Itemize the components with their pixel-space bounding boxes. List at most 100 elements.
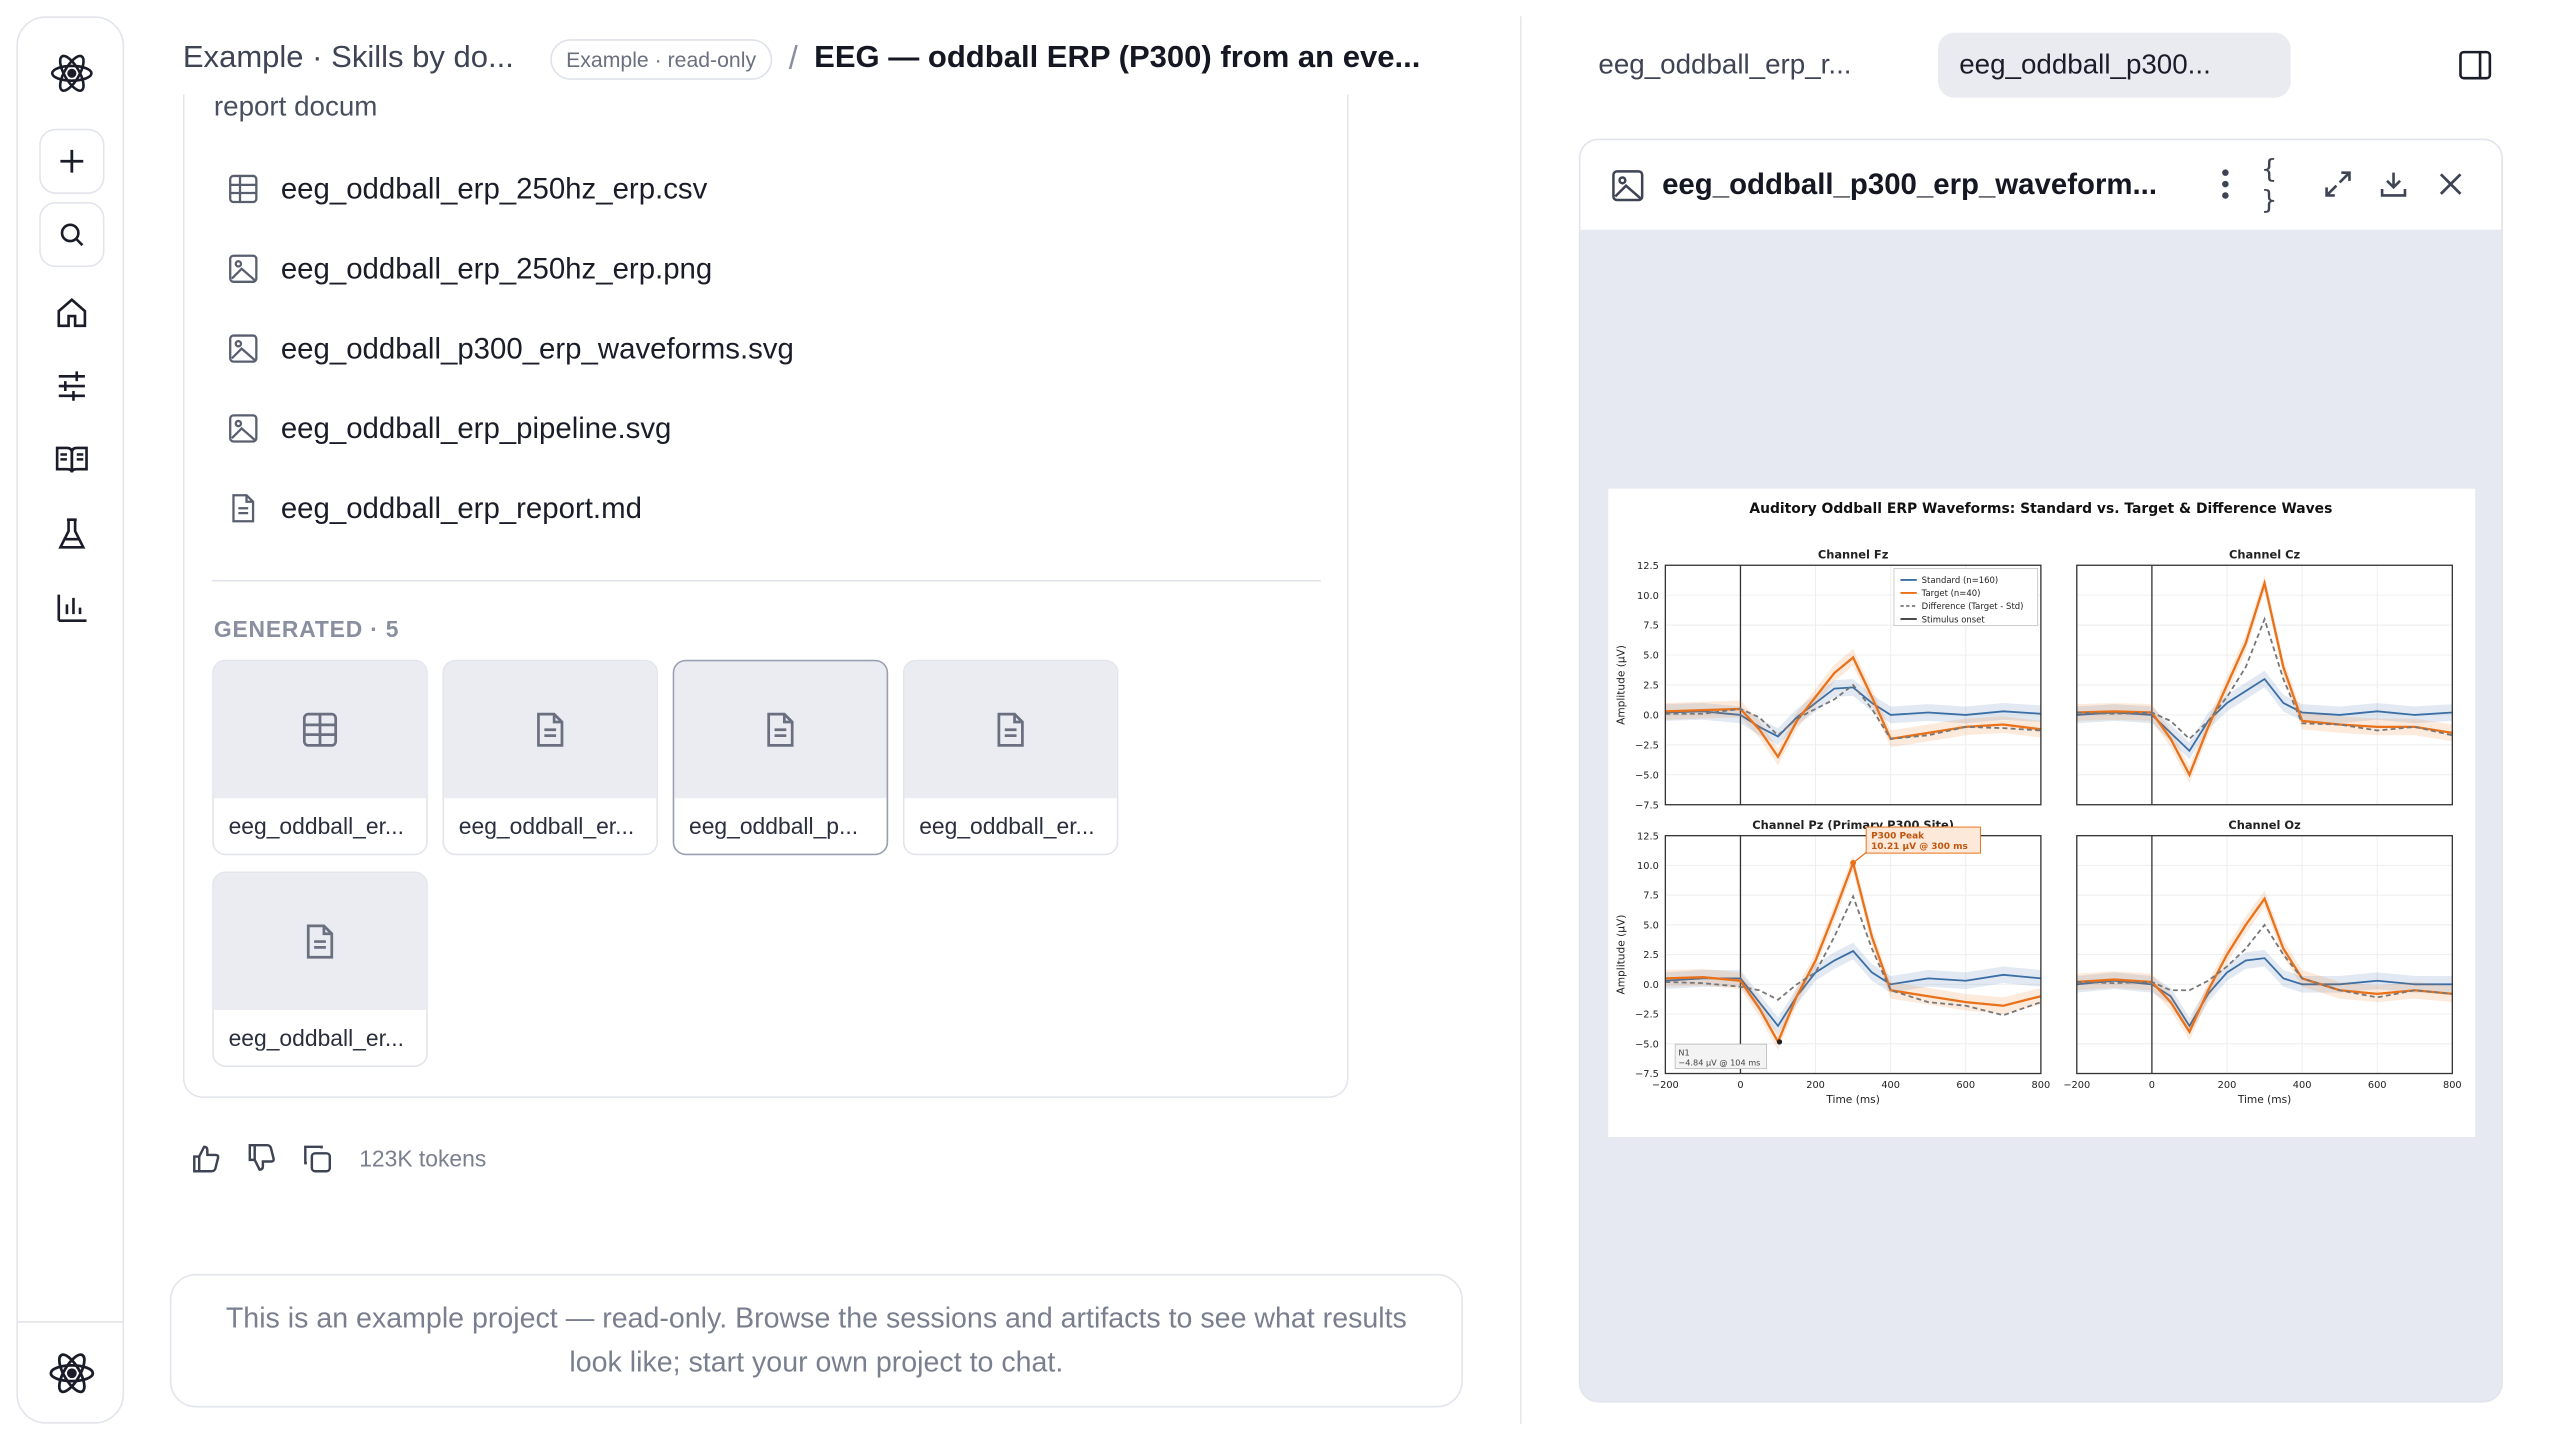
breadcrumb-project[interactable]: Example · Skills by do... [182,40,514,75]
y-axis-label: Amplitude (µV) [1616,915,1628,995]
legend-label: Stimulus onset [1922,614,1986,624]
y-tick-label: 7.5 [1643,891,1659,902]
panel-toggle-button[interactable] [2452,42,2498,88]
home-button[interactable] [39,283,104,342]
breadcrumb: Example · Skills by do... Example · read… [182,36,1420,82]
divider [212,579,1321,582]
document-icon [232,494,255,523]
atom-logo-icon[interactable] [18,47,126,99]
table-icon [229,174,258,204]
confidence-band [2076,949,2453,1035]
artifact-tile[interactable]: eeg_oddball_er... [902,659,1119,856]
artifact-tile-selected[interactable]: eeg_oddball_p... [672,659,889,856]
artifact-tile[interactable]: eeg_oddball_er... [212,871,428,1067]
search-icon [60,223,84,247]
analytics-button[interactable] [39,578,104,637]
image-icon [1612,169,1644,201]
annotation-box [1674,1043,1767,1070]
bar-chart-icon [57,594,87,622]
x-axis-label: Time (ms) [2237,1094,2291,1106]
experiments-button[interactable] [39,505,104,564]
document-icon [537,712,564,747]
json-view-button[interactable]: { } [2261,153,2278,216]
x-tick-label: 200 [2218,1080,2237,1091]
file-item[interactable]: eeg_oddball_erp_report.md [227,484,642,533]
series-line-target [1665,655,2042,760]
document-icon [306,924,334,959]
artifact-tile[interactable]: eeg_oddball_er... [212,659,428,856]
plus-icon [60,149,84,173]
file-item[interactable]: eeg_oddball_p300_erp_waveforms.svg [227,324,794,373]
x-tick-label: 0 [1737,1080,1743,1091]
truncated-text: report docum [213,91,378,123]
artifacts-card: report docum eeg_oddball_erp_250hz_erp.c… [182,91,1349,1098]
more-vertical-icon [2222,169,2229,199]
file-name: eeg_oddball_erp_250hz_erp.csv [280,171,708,205]
viewer-header: eeg_oddball_p300_erp_waveform... { } [1580,140,2502,230]
legend-label: Standard (n=160) [1922,575,1999,585]
copy-icon[interactable] [300,1142,333,1175]
panel-title: Channel Oz [2228,818,2301,832]
erp-chart: Auditory Oddball ERP Waveforms: Standard… [1616,501,2462,1106]
tab-artifact[interactable]: eeg_oddball_erp_r... [1598,48,1852,80]
sliders-icon [58,371,85,401]
image-icon [229,254,258,283]
tile-name: eeg_oddball_p... [688,812,859,839]
annotation-n1-title: N1 [1678,1048,1689,1058]
x-tick-label: 600 [2368,1080,2387,1091]
thumbs-up-icon[interactable] [189,1142,222,1175]
generated-label: GENERATED · 5 [213,615,400,642]
series-line-standard [1665,949,2041,1028]
y-tick-label: 0.0 [1643,980,1659,991]
tile-name: eeg_oddball_er... [228,1024,404,1051]
x-tick-label: −200 [2063,1080,2090,1091]
series-line-difference [2076,923,2453,999]
panel-title: Channel Cz [2229,548,2300,562]
x-tick-label: 0 [2149,1080,2155,1091]
file-item[interactable]: eeg_oddball_erp_250hz_erp.csv [227,165,707,214]
y-tick-label: −7.5 [1635,800,1659,811]
expand-button[interactable] [2317,163,2359,205]
annotation-box [1865,826,1981,854]
expand-icon [2325,171,2351,197]
artifact-tile[interactable]: eeg_oddball_er... [442,659,658,856]
tile-name: eeg_oddball_er... [228,812,404,839]
confidence-band [1665,854,2041,1051]
x-tick-label: 800 [2443,1080,2462,1091]
new-button[interactable] [39,128,105,194]
panel-title: Channel Fz [1818,548,1889,562]
y-tick-label: 2.5 [1643,681,1659,692]
more-button[interactable] [2204,163,2246,205]
read-only-badge: Example · read-only [549,38,773,80]
axes-frame [1664,835,2042,1075]
settings-sliders-button[interactable] [39,357,104,416]
tab-artifact-active[interactable]: eeg_oddball_p300... [1938,32,2291,98]
image-icon [229,334,258,363]
legend-label: Difference (Target - Std) [1922,601,2024,611]
read-only-notice: This is an example project — read-only. … [169,1273,1463,1408]
table-icon [302,712,338,747]
library-button[interactable] [39,430,104,489]
book-open-icon [55,446,88,473]
series-line-difference [1665,893,2042,1017]
file-item[interactable]: eeg_oddball_erp_250hz_erp.png [227,244,712,293]
search-button[interactable] [39,201,105,268]
atom-footer-icon[interactable] [18,1344,126,1403]
download-button[interactable] [2372,163,2414,205]
x-tick-label: 400 [2293,1080,2312,1091]
y-tick-label: 7.5 [1643,621,1659,632]
thumbs-down-icon[interactable] [245,1142,278,1175]
y-tick-label: −2.5 [1635,740,1659,751]
confidence-band [1665,942,2041,1035]
annotation-p300-value: 10.21 µV @ 300 ms [1871,842,1968,852]
viewer-title: eeg_oddball_p300_erp_waveform... [1662,167,2158,201]
n1-marker [1776,1039,1783,1045]
close-button[interactable] [2429,163,2471,205]
y-tick-label: −2.5 [1635,1010,1659,1021]
y-axis-label: Amplitude (µV) [1616,645,1628,725]
legend-box [1893,568,2039,627]
file-item[interactable]: eeg_oddball_erp_pipeline.svg [227,404,671,453]
breadcrumb-separator: / [788,39,798,76]
y-tick-label: 0.0 [1643,711,1659,722]
rail-divider [17,1321,123,1323]
